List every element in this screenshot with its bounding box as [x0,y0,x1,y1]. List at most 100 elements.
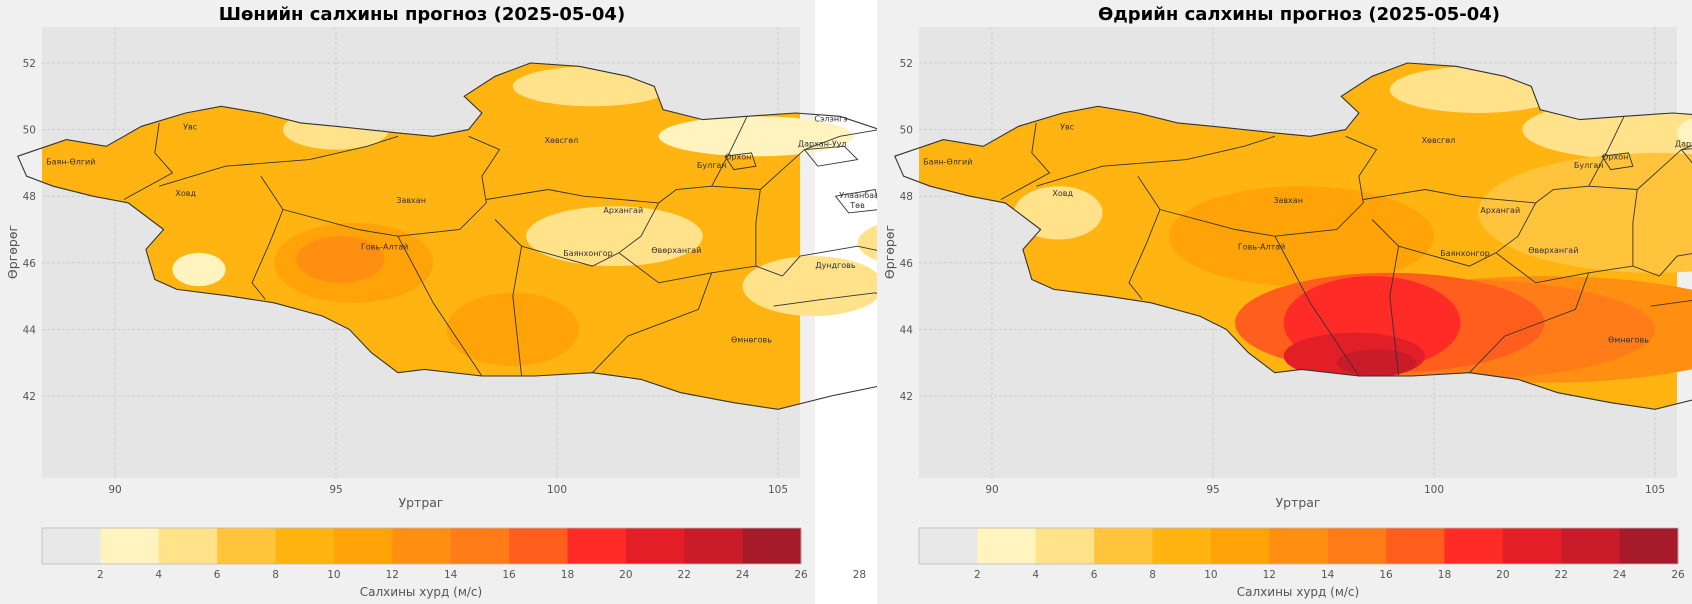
x-tick-label: 95 [329,484,342,496]
y-tick-label: 42 [23,391,36,403]
province-label: Сэлэнгэ [814,114,847,123]
province-border [711,129,880,190]
y-tick-label: 52 [23,58,36,70]
wind-speed-zone [658,116,854,157]
province-border [494,219,523,377]
y-tick-label: 46 [23,258,37,270]
colorbar-bin [1561,528,1621,564]
province-label: Хөвсгөл [1422,136,1456,145]
colorbar-frame [918,527,1679,565]
province-label: Увс [183,123,197,132]
colorbar-tick-label: 12 [386,569,399,581]
y-tick-label: 48 [23,191,36,203]
x-tick-label: 90 [108,484,121,496]
colorbar-tick-label: 22 [1555,569,1568,581]
colorbar-tick-label: 10 [1204,569,1217,581]
province-label: Улаанбаатар [839,191,893,200]
colorbar-bin [450,528,510,564]
colorbar-bin [1210,528,1270,564]
province-label: Завхан [396,196,426,205]
colorbar-tick-label: 2 [97,569,104,581]
colorbar-tick-label: 6 [214,569,221,581]
province-label: Баянхонгор [563,249,612,258]
colorbar-bin [392,528,452,564]
province-label: Өмнөговь [1608,336,1649,345]
province-label: Баян-Өлгий [46,158,95,167]
province-border [1371,219,1400,377]
colorbar-bin [42,528,101,564]
province-label: Хөвсгөл [545,136,579,145]
colorbar-tick-label: 16 [1379,569,1393,581]
province-label: Дундговь [815,261,856,270]
province-label: Өвөрхангай [1528,246,1578,255]
colorbar-bin [977,528,1037,564]
wind-speed-zone [1336,349,1417,377]
colorbar-tick-label: 8 [272,569,279,581]
y-axis-label: Өргөрөг [5,225,20,279]
province-border [1128,175,1161,300]
y-tick-label: 52 [900,58,913,70]
colorbar-tick-label: 14 [1321,569,1335,581]
province-border [1659,253,1692,277]
colorbar-bin [1619,528,1679,564]
mongolia-outline [894,62,1692,410]
colorbar-tick-label: 22 [678,569,691,581]
colorbar-tick-label: 20 [1496,569,1509,581]
colorbar-bin [217,528,277,564]
wind-speed-zone [1168,186,1434,287]
colorbar-tick-label: 4 [155,569,162,581]
province-label: Говь-Алтай [1238,242,1285,251]
colorbar-tick-label: 26 [794,569,808,581]
colorbar-bin [1035,528,1095,564]
colorbar-bin [1444,528,1504,564]
colorbar-tick-label: 24 [736,569,750,581]
colorbar-tick-label: 18 [561,569,574,581]
province-border [1588,145,1692,190]
province-label: Дархан-Уул [798,139,847,148]
wind-map: Увс Баян-Өлгий Ховд Завхан Говь-Алтай Хөвсгөл… [894,62,1692,410]
colorbar-bin [684,528,744,564]
province-borders [1000,116,1692,377]
province-border [724,152,757,171]
colorbar-tick-label: 4 [1032,569,1039,581]
province-border [251,175,284,300]
y-axis-ticks: 52 50 48 46 44 42 [900,58,914,403]
wind-speed-zone [296,236,385,283]
wind-speed-zone [742,256,885,317]
colorbar-tick-label: 16 [502,569,516,581]
wind-speed-zone [172,252,226,287]
colorbar-bin [1269,528,1329,564]
province-border [1601,152,1634,171]
colorbar-tick-label: 12 [1263,569,1276,581]
province-border [1680,148,1692,164]
colorbar-tick-label: 14 [444,569,458,581]
province-label: Булган [697,161,727,170]
y-tick-label: 44 [900,324,914,336]
x-tick-label: 90 [985,484,998,496]
panel-title: Шөнийн салхины прогноз (2025-05-04) [219,4,625,25]
province-label: Дархан-Уул [1675,139,1692,148]
province-label: Увс [1060,123,1074,132]
colorbar-bin [275,528,335,564]
colorbar-tick-label: 2 [974,569,981,581]
y-tick-label: 50 [23,125,36,137]
province-label: Орхон [725,153,751,162]
province-label: Архангай [603,206,643,215]
province-label: Ховд [1052,189,1073,198]
colorbar-bin [100,528,160,564]
province-label: Булган [1574,161,1604,170]
wind-speed-zone [446,292,580,367]
province-border [755,189,761,267]
colorbar-tick-label: 26 [1671,569,1685,581]
colorbar-tick-label: 8 [1149,569,1156,581]
wind-speed-zone [1478,152,1692,273]
colorbar-label: Салхины хурд (м/с) [1237,585,1359,599]
colorbar-tick-label: 10 [327,569,340,581]
y-tick-label: 44 [23,324,37,336]
wind-speed-field [919,63,1692,410]
x-axis-label: Уртраг [1276,495,1321,510]
colorbar-bin [158,528,218,564]
colorbar-tick-label: 28 [853,569,866,581]
